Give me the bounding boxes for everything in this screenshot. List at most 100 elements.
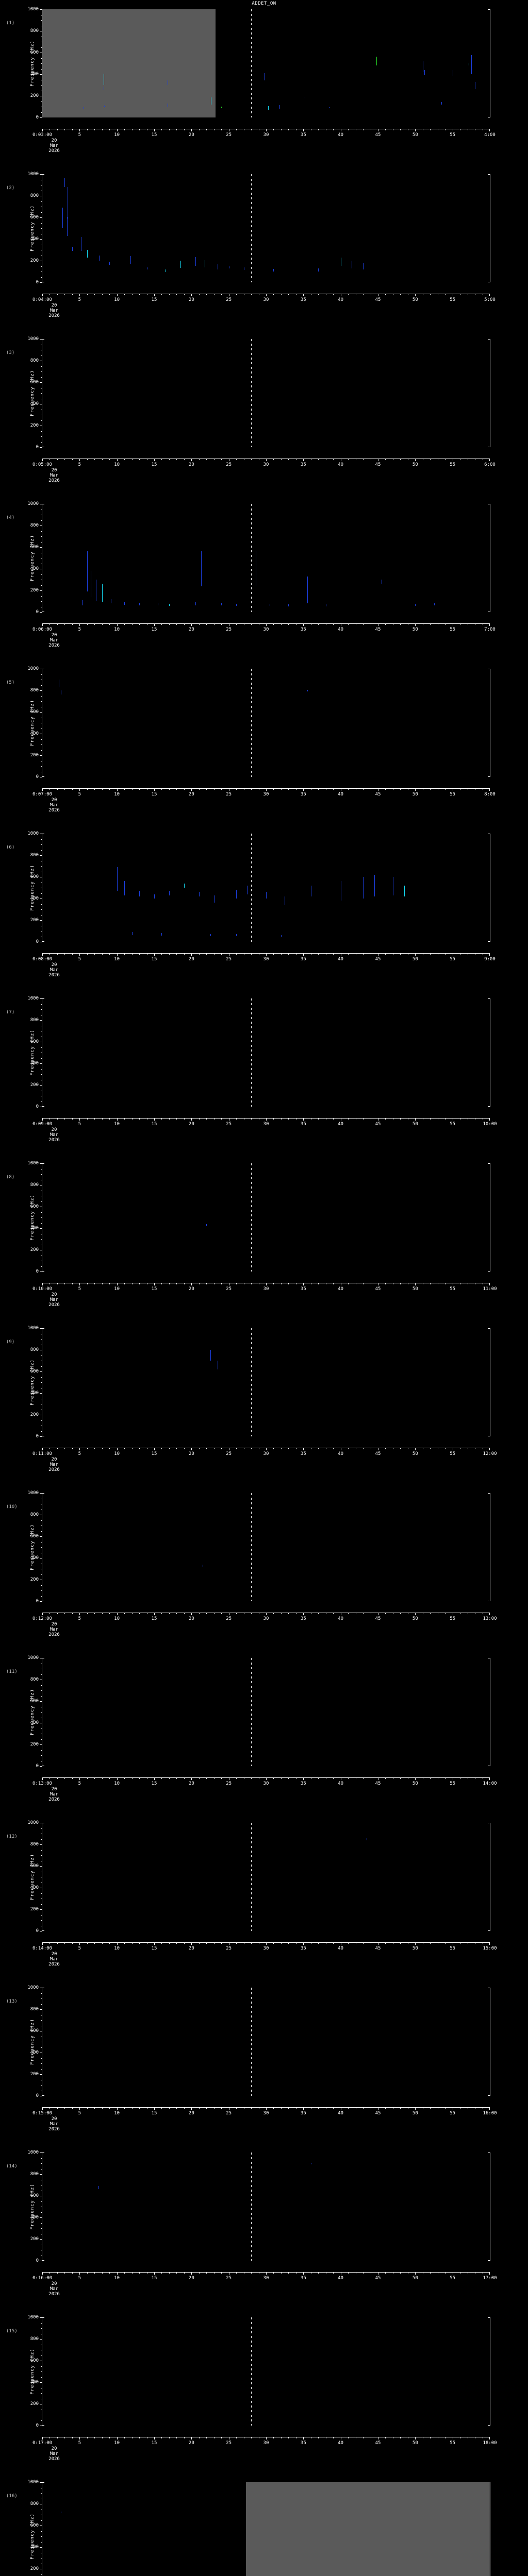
y-axis-minor-tick [41,701,42,702]
detection-mark [109,262,110,265]
x-axis-tick-label: 30 [263,957,269,962]
x-axis-minor-tick [445,2107,446,2109]
x-axis-minor-tick [385,1283,386,1284]
x-axis-minor-tick [109,1118,110,1120]
x-axis-minor-tick [161,953,162,955]
detection-mark [307,689,308,692]
x-axis-minor-tick [102,623,103,625]
y-axis-tick [40,1371,42,1372]
x-axis-minor-tick [161,1777,162,1779]
x-axis-minor-tick [400,953,401,955]
y-axis-tick [40,998,42,999]
x-axis-minor-tick [206,2107,207,2109]
x-axis-minor-tick [124,294,125,295]
y-axis-tick-label: 1000 [27,1161,39,1166]
x-axis-minor-tick [139,2272,140,2274]
x-axis-tick-label: 10 [114,792,120,797]
y-axis-minor-tick [41,1998,42,1999]
x-axis-minor-tick [333,1942,334,1944]
x-axis-minor-tick [348,1283,349,1284]
x-axis-tick [117,1118,118,1121]
y-axis-minor-tick [41,2069,42,2070]
x-axis-minor-tick [169,1942,170,1944]
x-axis-minor-tick [206,2272,207,2274]
x-axis-minor-tick [87,1283,88,1284]
x-axis-minor-tick [273,1777,274,1779]
y-axis-minor-tick [41,1850,42,1851]
y-axis-tick [40,2217,42,2218]
x-axis-tick [117,1942,118,1945]
y-axis-minor-tick [41,2355,42,2356]
y-axis-minor-tick [41,1914,42,1916]
x-axis-minor-tick [131,1613,133,1614]
y-axis-tick-label: 0 [36,280,39,285]
y-axis-minor-tick [41,228,42,229]
x-axis-minor-tick [236,1777,237,1779]
x-axis-minor-tick [57,459,58,460]
x-axis-tick [191,953,192,956]
y-axis-tick [40,1601,42,1602]
x-axis-minor-tick [363,2272,364,2274]
y-axis-tick [40,2074,42,2075]
x-axis-minor-tick [124,129,125,130]
y-axis-tick-label: 800 [30,28,39,33]
y-axis-tick-label: 600 [30,380,39,385]
x-axis-tick-label: 20 [188,2276,194,2281]
y-axis-minor-tick [41,1377,42,1378]
x-axis-minor-tick [400,459,401,460]
x-axis-tick-label: 40 [338,1616,344,1621]
x-axis-tick-label: 5 [78,2276,81,2281]
x-axis-minor-tick [64,129,65,130]
y-axis-tick [40,2009,42,2010]
x-axis-minor-tick [251,1777,252,1779]
x-axis-minor-tick [236,2272,237,2274]
y-axis-minor-tick [41,1355,42,1356]
x-axis-tick-label: 10 [114,1781,120,1786]
x-axis-minor-tick [199,459,200,460]
spectrogram-panel: (8) Frequency (Hz) 0 200 400 600 800 1000 0:10:0… [0,1161,528,1313]
x-axis-minor-tick [318,788,319,790]
x-axis-minor-tick [94,953,95,955]
time-marker-line [251,9,252,117]
y-axis-minor-tick [41,1855,42,1856]
x-axis-minor-tick [57,623,58,625]
x-axis-tick [79,1118,80,1121]
x-axis-minor-tick [184,953,185,955]
y-axis-tick-label: 200 [30,2401,39,2406]
x-axis-tick-label: 40 [338,1781,344,1786]
x-axis-minor-tick [184,1942,185,1944]
x-axis-end-label: 12:00 [483,1451,497,1456]
x-axis-minor-tick [251,2272,252,2274]
x-axis-tick-label: 30 [263,1616,269,1621]
y-axis-tick-label: 600 [30,2358,39,2363]
y-axis-tick [40,1085,42,1086]
y-axis-minor-tick [41,2168,42,2170]
x-axis-tick-label: 30 [263,2441,269,2446]
detection-mark [206,1224,207,1226]
x-axis-tick-label: 20 [188,1781,194,1786]
x-axis-tick-label: 10 [114,627,120,632]
x-axis-tick-label: 5 [78,2111,81,2116]
x-axis-tick-label: 45 [375,1781,381,1786]
y-axis-minor-tick [41,1058,42,1059]
y-axis-minor-tick [41,393,42,394]
y-axis-tick-label: 0 [36,1269,39,1274]
x-axis-minor-tick [139,1283,140,1284]
x-axis-minor-tick [109,2437,110,2438]
